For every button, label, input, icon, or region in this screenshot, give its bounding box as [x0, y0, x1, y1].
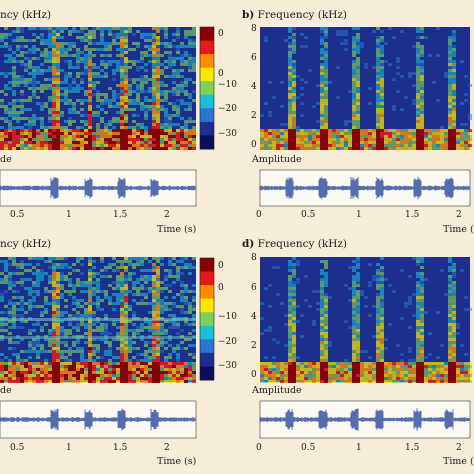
- panel-d-xtick: 2: [456, 443, 462, 453]
- panel-d-amplitude-label: Amplitude: [252, 385, 302, 396]
- panel-d-xtick: 0: [256, 443, 262, 453]
- panel-a-colorbar-tick: −20: [218, 104, 237, 114]
- panel-d-xtick: 1.5: [405, 443, 420, 453]
- panel-b-xtick: 0.5: [301, 210, 316, 220]
- panel-c-colorbar-tick: 0: [218, 283, 224, 293]
- panel-d-ytick: 6: [251, 283, 257, 293]
- panel-a-colorbar-frame: [199, 26, 215, 150]
- panel-c-colorbar-tick: −30: [218, 361, 237, 371]
- panel-d-xtick: 1: [356, 443, 362, 453]
- panel-d-waveform-trace: [259, 408, 470, 431]
- panel-c-colorbar-segment: [200, 298, 214, 313]
- panel-a-colorbar-segment: [200, 40, 214, 55]
- panel-a-colorbar-segment: [200, 108, 214, 123]
- panel-a-colorbar-segment: [200, 81, 214, 96]
- panel-a-colorbar-segment: [200, 94, 214, 109]
- panel-b-ytick: 4: [251, 82, 257, 92]
- panel-c-colorbar-segment: [200, 258, 214, 273]
- panel-b-waveform-trace: [259, 176, 470, 200]
- panel-a-colorbar-segment: [200, 121, 214, 136]
- panel-c-colorbar-frame: [199, 257, 215, 381]
- panel-c-time-label: Time (s): [157, 456, 197, 467]
- panel-b-xtick: 1.5: [405, 210, 420, 220]
- panel-d-xtick: 0.5: [301, 443, 316, 453]
- panel-d-ytick: 4: [251, 312, 257, 322]
- panel-c-colorbar-segment: [200, 285, 214, 300]
- panel-a-xtick: 1: [66, 210, 72, 220]
- panel-a-colorbar-tick: −30: [218, 129, 237, 139]
- panel-d-spectrogram: [260, 257, 472, 383]
- panel-b-xtick: 1: [356, 210, 362, 220]
- panel-a-title: ncy (kHz): [0, 9, 52, 21]
- panel-b-ytick: 0: [251, 140, 257, 150]
- panel-c-band: [0, 318, 196, 321]
- panel-c-band: [0, 336, 196, 339]
- panel-c-colorbar-segment: [200, 339, 214, 354]
- panel-c-xtick: 1: [66, 443, 72, 453]
- panel-a-colorbar-tick: 0: [218, 29, 224, 39]
- panel-d-ytick: 0: [251, 370, 257, 380]
- panel-b-title: b) Frequency (kHz): [242, 9, 348, 21]
- panel-a-waveform-trace: [0, 176, 196, 200]
- panel-a-colorbar-segment: [200, 27, 214, 42]
- panel-b-xtick: 2: [456, 210, 462, 220]
- panel-b-xtick: 0: [256, 210, 262, 220]
- panel-a-spectrogram: [0, 27, 196, 150]
- panel-d-ytick: 2: [251, 341, 257, 351]
- panel-a-xtick: 2: [164, 210, 170, 220]
- panel-c-colorbar-tick: −10: [218, 312, 237, 322]
- panel-b-ytick: 8: [251, 24, 257, 34]
- panel-a-colorbar-segment: [200, 135, 214, 150]
- panel-c-title: ncy (kHz): [0, 238, 52, 250]
- panel-c-xtick: 2: [164, 443, 170, 453]
- panel-a-amplitude-label: de: [0, 154, 12, 165]
- panel-c-amplitude-label: de: [0, 385, 12, 396]
- panel-b-amplitude-label: Amplitude: [252, 154, 302, 165]
- panel-a-colorbar-tick: 0: [218, 69, 224, 79]
- panel-c-colorbar-tick: −20: [218, 337, 237, 347]
- panel-c-xtick: 0.5: [10, 443, 25, 453]
- panel-b-ytick: 2: [251, 111, 257, 121]
- panel-a-xtick: 0.5: [10, 210, 25, 220]
- panel-c-colorbar-segment: [200, 352, 214, 367]
- panel-a-xtick: 1.5: [113, 210, 128, 220]
- panel-b-time-label: Time (s): [443, 224, 474, 235]
- panel-c-colorbar-segment: [200, 271, 214, 286]
- panel-d-title: d) Frequency (kHz): [242, 238, 348, 250]
- panel-a-colorbar-segment: [200, 67, 214, 82]
- panel-c-waveform-trace: [0, 408, 196, 431]
- panel-a-colorbar-tick: −10: [218, 80, 237, 90]
- panel-d-time-label: Time (s): [443, 456, 474, 467]
- panel-b-spectrogram: [260, 27, 472, 150]
- panel-c-colorbar-segment: [200, 366, 214, 381]
- panel-a-colorbar-segment: [200, 54, 214, 69]
- panel-a-time-label: Time (s): [157, 224, 197, 235]
- panel-c-xtick: 1.5: [113, 443, 128, 453]
- panel-d-ytick: 8: [251, 253, 257, 263]
- panel-c-colorbar-segment: [200, 325, 214, 340]
- panel-c-colorbar-segment: [200, 312, 214, 327]
- panel-b-ytick: 6: [251, 53, 257, 63]
- panel-c-colorbar-tick: 0: [218, 261, 224, 271]
